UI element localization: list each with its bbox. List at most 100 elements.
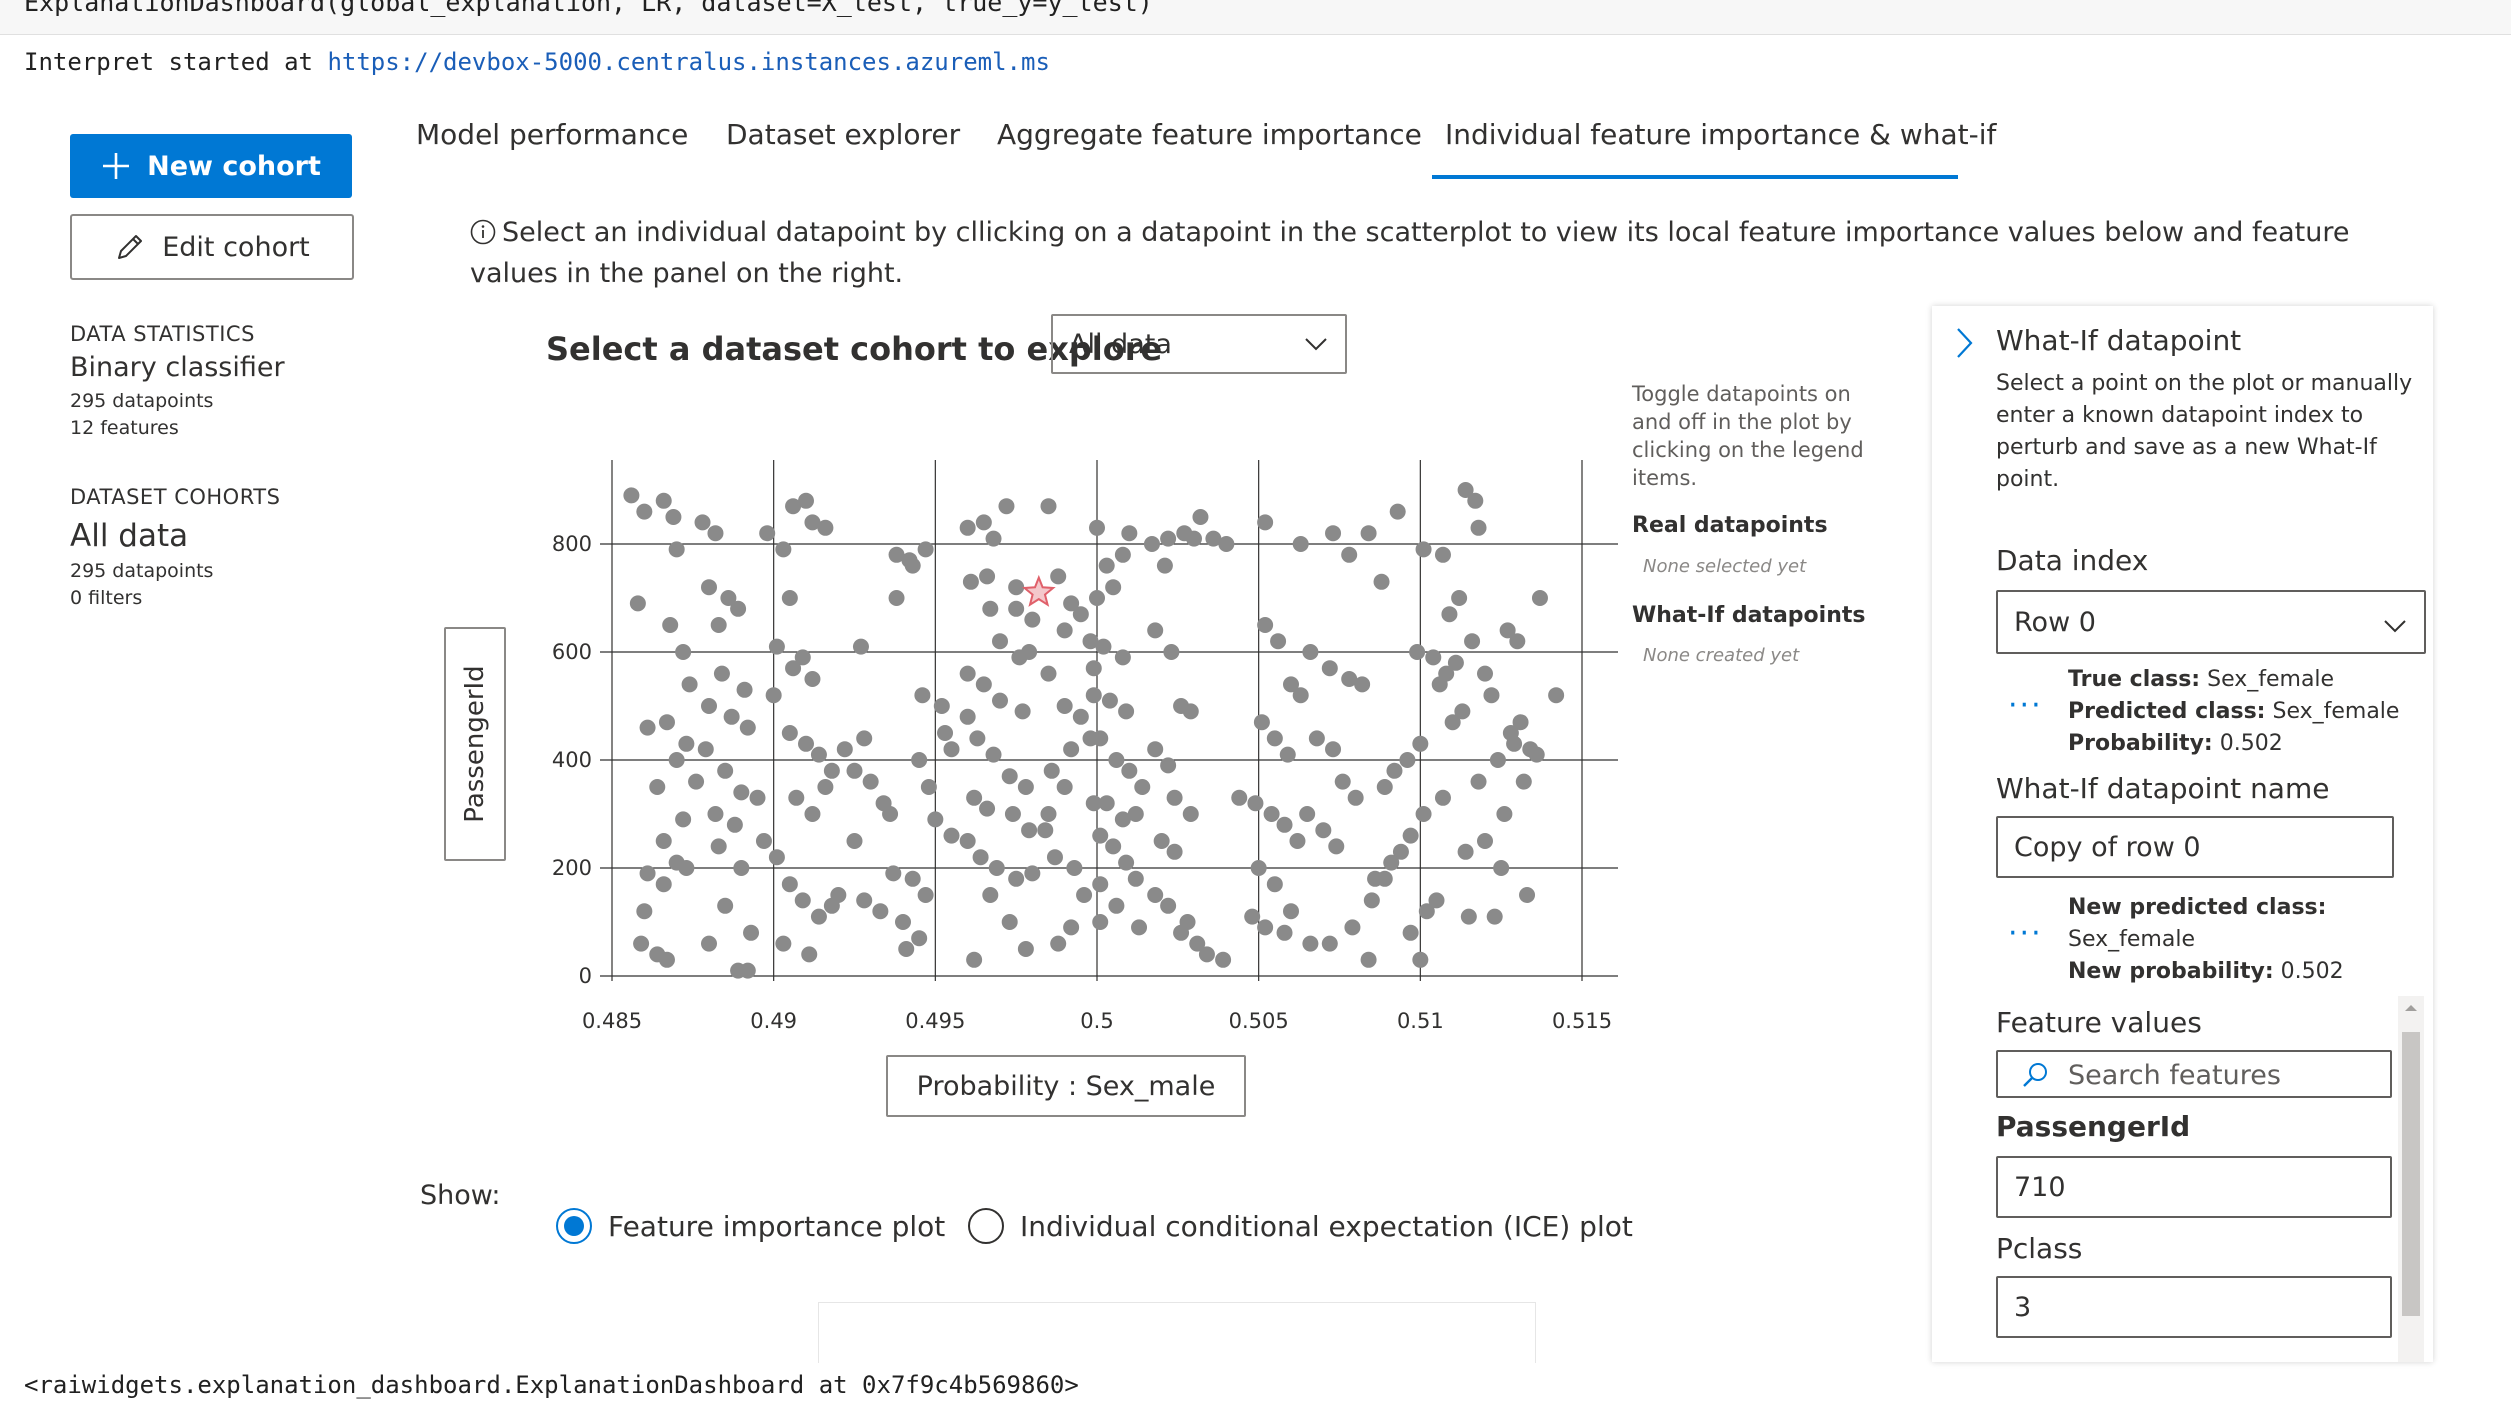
cohort-dropdown[interactable]: All data <box>1051 314 1347 374</box>
data-point[interactable] <box>862 773 879 790</box>
data-point[interactable] <box>1105 579 1122 596</box>
data-point[interactable] <box>1008 600 1025 617</box>
data-point[interactable] <box>694 514 711 531</box>
data-point[interactable] <box>1477 665 1493 682</box>
data-point[interactable] <box>1076 887 1093 903</box>
data-point[interactable] <box>823 762 840 779</box>
data-point[interactable] <box>639 719 656 736</box>
data-point[interactable] <box>1072 708 1089 725</box>
data-point[interactable] <box>781 876 798 893</box>
data-point[interactable] <box>1250 860 1267 876</box>
data-point[interactable] <box>1496 806 1513 822</box>
data-point[interactable] <box>1477 833 1493 849</box>
data-point[interactable] <box>1040 665 1057 682</box>
more-options-icon[interactable]: ··· <box>2008 688 2043 723</box>
data-point[interactable] <box>1092 876 1109 893</box>
data-point[interactable] <box>1001 914 1018 930</box>
data-point[interactable] <box>1008 579 1025 596</box>
data-point[interactable] <box>658 714 675 731</box>
data-point[interactable] <box>1092 827 1109 844</box>
data-point[interactable] <box>1289 833 1306 849</box>
data-point[interactable] <box>856 892 873 909</box>
data-point[interactable] <box>1063 919 1080 936</box>
data-point[interactable] <box>917 541 934 558</box>
data-point[interactable] <box>1163 644 1180 660</box>
data-point[interactable] <box>1415 541 1432 558</box>
data-point[interactable] <box>959 665 976 682</box>
data-point[interactable] <box>1253 714 1270 731</box>
data-point[interactable] <box>1428 892 1445 909</box>
data-point[interactable] <box>1354 676 1371 693</box>
data-point[interactable] <box>804 806 821 822</box>
data-point[interactable] <box>975 676 992 693</box>
data-point[interactable] <box>1402 827 1419 844</box>
x-axis-selector-button[interactable]: Probability : Sex_male <box>886 1055 1246 1117</box>
data-point[interactable] <box>852 638 869 655</box>
data-point[interactable] <box>717 762 734 779</box>
radio-feature-importance[interactable]: Feature importance plot <box>556 1208 945 1244</box>
data-point[interactable] <box>1160 897 1177 914</box>
data-point[interactable] <box>768 638 785 655</box>
data-point[interactable] <box>1189 935 1206 952</box>
cohort-name[interactable]: All data <box>70 518 189 554</box>
data-point[interactable] <box>1325 741 1342 758</box>
data-point[interactable] <box>662 617 679 633</box>
data-point[interactable] <box>1276 816 1293 833</box>
data-point[interactable] <box>975 514 992 531</box>
data-point[interactable] <box>959 519 976 536</box>
data-point[interactable] <box>856 730 873 747</box>
data-point[interactable] <box>798 492 814 509</box>
data-point[interactable] <box>1418 903 1435 920</box>
selected-datapoint-star[interactable] <box>1021 574 1056 607</box>
data-point[interactable] <box>1460 908 1477 925</box>
data-point[interactable] <box>675 644 692 660</box>
data-point[interactable] <box>1037 822 1054 839</box>
data-point[interactable] <box>1548 687 1565 704</box>
data-point[interactable] <box>739 719 756 736</box>
data-point[interactable] <box>1431 676 1448 693</box>
data-point[interactable] <box>1050 568 1067 585</box>
data-point[interactable] <box>992 692 1008 709</box>
interpret-url-link[interactable]: https://devbox-5000.centralus.instances.… <box>327 48 1050 76</box>
data-point[interactable] <box>1056 622 1073 639</box>
data-point[interactable] <box>1373 573 1390 590</box>
data-point[interactable] <box>1441 606 1458 623</box>
data-point[interactable] <box>1127 870 1144 887</box>
data-point[interactable] <box>1302 644 1319 660</box>
data-point[interactable] <box>1218 536 1235 552</box>
data-point[interactable] <box>804 671 821 687</box>
data-point[interactable] <box>688 773 705 790</box>
data-point[interactable] <box>911 930 928 947</box>
data-point[interactable] <box>988 860 1005 876</box>
data-point[interactable] <box>775 935 792 952</box>
data-point[interactable] <box>1008 870 1025 887</box>
data-point[interactable] <box>982 600 999 617</box>
data-point[interactable] <box>1017 941 1034 957</box>
data-point[interactable] <box>636 903 653 920</box>
data-point[interactable] <box>1040 806 1057 822</box>
data-point[interactable] <box>1457 843 1474 860</box>
data-point[interactable] <box>1098 557 1115 574</box>
data-point[interactable] <box>1063 741 1080 758</box>
data-point[interactable] <box>633 935 650 952</box>
edit-cohort-button[interactable]: Edit cohort <box>70 214 354 280</box>
data-point[interactable] <box>733 784 750 801</box>
data-point[interactable] <box>681 676 698 693</box>
more-options-icon[interactable]: ··· <box>2008 916 2043 951</box>
data-point[interactable] <box>730 600 747 617</box>
data-point[interactable] <box>723 708 740 725</box>
scroll-up-icon[interactable] <box>2402 1000 2420 1019</box>
data-point[interactable] <box>998 498 1015 515</box>
data-point[interactable] <box>972 849 989 866</box>
data-point[interactable] <box>1114 546 1131 563</box>
data-point[interactable] <box>1470 773 1487 790</box>
data-point[interactable] <box>830 887 847 903</box>
data-point[interactable] <box>1519 887 1536 903</box>
data-point[interactable] <box>904 870 921 887</box>
data-point[interactable] <box>1467 492 1484 509</box>
data-point[interactable] <box>1266 730 1283 747</box>
data-point[interactable] <box>959 833 976 849</box>
whatif-name-input[interactable]: Copy of row 0 <box>1996 816 2394 878</box>
data-point[interactable] <box>937 725 954 741</box>
data-point[interactable] <box>1502 725 1519 741</box>
